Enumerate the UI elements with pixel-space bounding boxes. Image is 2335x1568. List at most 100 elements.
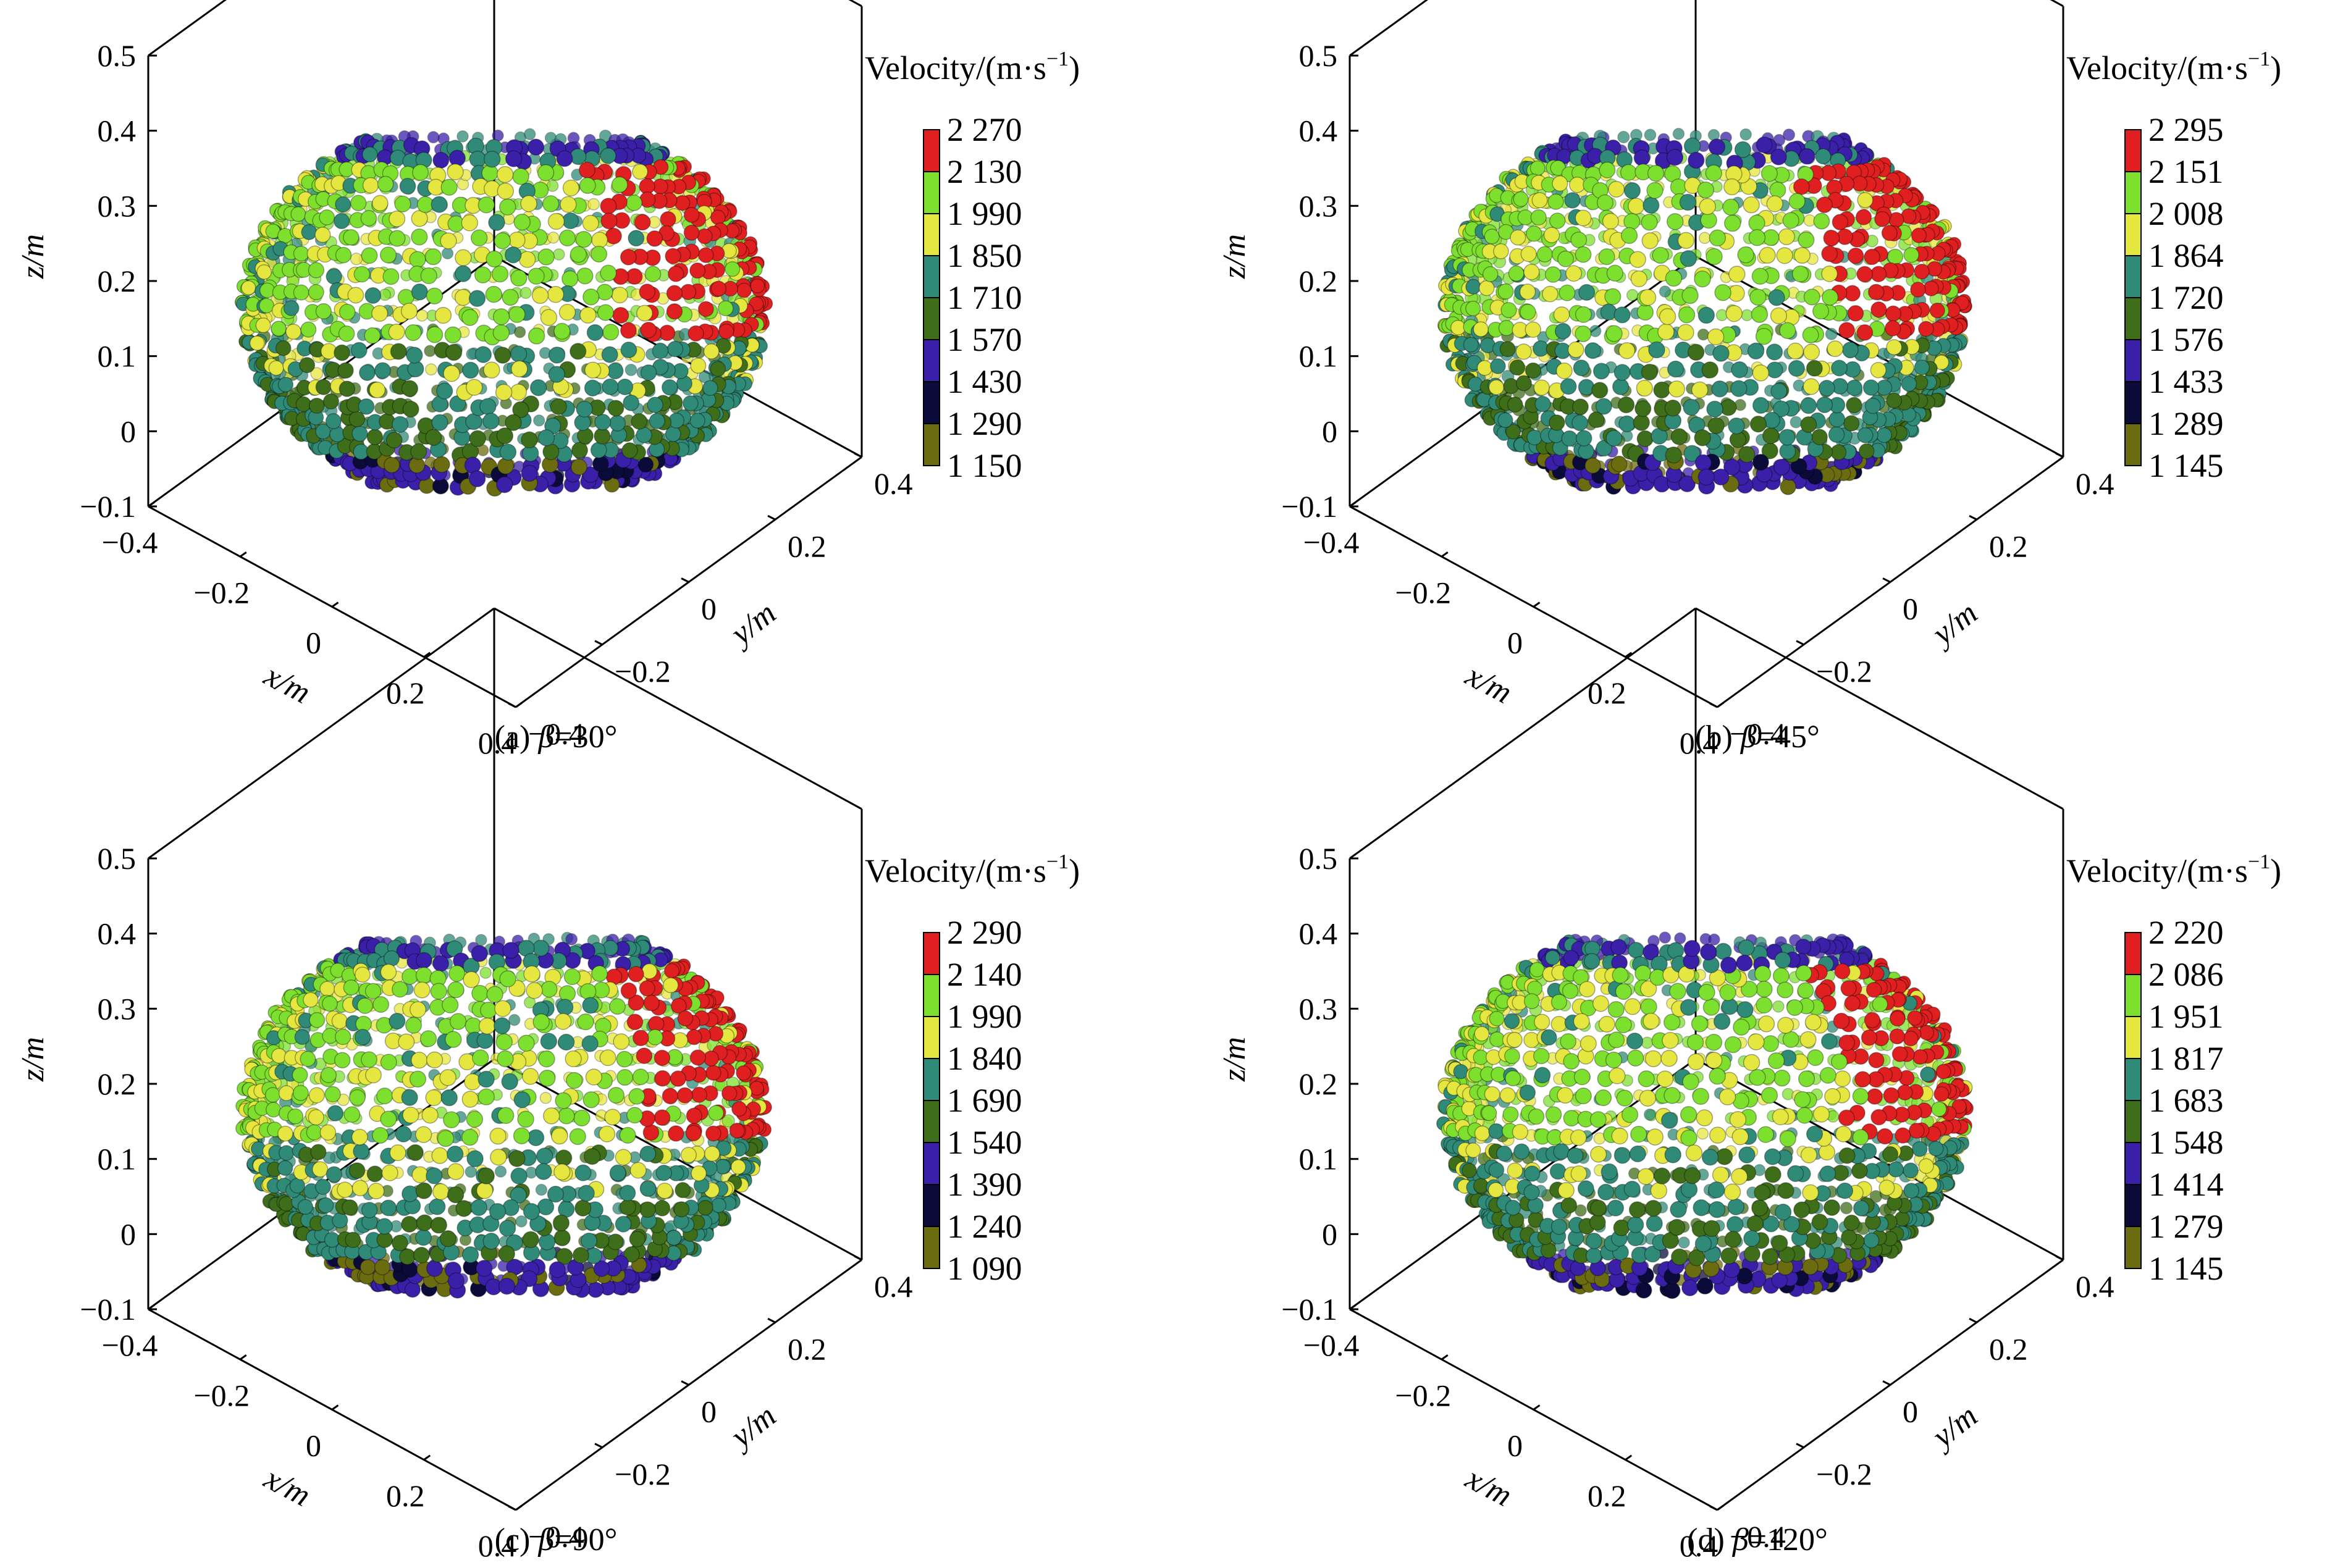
scatter-point: [469, 150, 487, 168]
y-tick-mark: [508, 702, 516, 708]
scatter-point: [592, 455, 609, 472]
scatter-point: [335, 246, 352, 264]
y-tick-mark: [594, 1443, 603, 1449]
z-tick-label: 0.3: [1299, 991, 1338, 1026]
scatter-point: [343, 229, 360, 246]
y-tick-label: 0.4: [874, 1269, 913, 1304]
scatter-point: [521, 1068, 539, 1085]
scatter-point: [750, 278, 765, 294]
x-tick-mark: [423, 1454, 431, 1461]
scatter-point: [654, 1049, 671, 1067]
scatter-point: [318, 1197, 334, 1214]
scatter-point: [461, 214, 479, 232]
x-tick-mark: [239, 551, 247, 558]
scatter-point: [527, 138, 545, 156]
y-tick-mark: [681, 577, 689, 583]
z-axis-label: z/m: [15, 234, 51, 279]
scatter-point: [431, 196, 448, 213]
scatter-point: [656, 1182, 673, 1199]
scatter-point: [1670, 178, 1688, 196]
x-axis-label: x/m: [1460, 658, 1518, 711]
x-tick-mark: [331, 1404, 339, 1411]
scatter-point: [1876, 427, 1892, 443]
scatter-point: [447, 163, 464, 181]
scatter-point: [1730, 380, 1748, 397]
scatter-point: [583, 1147, 601, 1165]
scatter-point: [591, 965, 608, 983]
scatter-point: [486, 986, 503, 1004]
axis-edge-7: [1349, 607, 1696, 860]
scatter-point: [710, 280, 727, 297]
scatter-point: [241, 280, 256, 296]
scatter-point: [1821, 265, 1838, 282]
scatter-point: [461, 361, 479, 379]
scatter-point: [1509, 359, 1526, 376]
scatter-point: [411, 1052, 428, 1069]
scatter-point: [683, 224, 700, 241]
scatter-point: [1683, 398, 1700, 416]
scatter-point: [1762, 427, 1780, 445]
x-axis-label: x/m: [258, 658, 316, 711]
scatter-point: [497, 457, 515, 475]
scatter-point: [339, 303, 356, 321]
scatter-point: [1698, 306, 1715, 324]
x-tick-label: −0.4: [1303, 1328, 1360, 1362]
scatter-point: [498, 1278, 516, 1295]
scatter-point: [1800, 397, 1817, 414]
scatter-point: [1862, 379, 1880, 396]
scatter-point: [584, 379, 602, 396]
scatter-point: [658, 324, 676, 342]
scatter-point: [479, 398, 497, 415]
y-tick-mark: [1969, 1317, 1977, 1323]
scatter-point: [1918, 321, 1934, 337]
scatter-point: [1778, 228, 1795, 245]
scatter-point: [702, 380, 718, 396]
scatter-point: [1779, 322, 1796, 339]
scatter-point: [447, 1272, 465, 1289]
scatter-point: [1636, 430, 1654, 448]
scatter-point: [371, 304, 389, 322]
scatter-point: [369, 381, 386, 398]
scatter-point: [300, 321, 317, 338]
scatter-point: [1707, 328, 1725, 346]
scatter-point: [1668, 380, 1685, 398]
panel-caption: (c) β=90°: [495, 1522, 618, 1558]
scatter-point: [646, 230, 663, 247]
scatter-point: [321, 996, 338, 1012]
scatter-point: [639, 1180, 657, 1197]
colorbar-segment: [923, 1058, 940, 1101]
y-tick-mark: [1709, 702, 1718, 708]
scatter-point: [609, 414, 626, 432]
scatter-point: [547, 286, 565, 303]
scatter-point: [502, 288, 519, 306]
scatter-point: [532, 414, 545, 427]
scatter-point: [413, 1246, 430, 1264]
scatter-point: [364, 327, 381, 344]
scatter-point: [572, 1247, 589, 1264]
scatter-point: [538, 1233, 556, 1251]
scatter-point: [662, 977, 679, 994]
scatter-point: [1911, 227, 1927, 243]
scatter-point: [478, 1017, 496, 1035]
scatter-point: [542, 1107, 560, 1125]
scatter-point: [1575, 246, 1592, 263]
scatter-point: [315, 379, 332, 395]
scatter-point: [461, 1128, 479, 1146]
colorbar-segment: [923, 381, 940, 424]
axis-edge-8: [1695, 607, 2064, 810]
scatter-point: [334, 344, 350, 361]
scatter-point: [1612, 378, 1630, 395]
scatter-point: [556, 150, 573, 167]
scatter-point: [1584, 457, 1601, 474]
scatter-point: [320, 1067, 337, 1083]
scatter-point: [1542, 285, 1559, 303]
scatter-point: [1641, 363, 1658, 381]
colorbar-title: Velocity/(m·s−1): [865, 48, 1080, 86]
scatter-point: [558, 303, 576, 321]
colorbar-tick-label: 2 140: [947, 956, 1022, 993]
colorbar-segment: [923, 1226, 940, 1269]
scatter-point: [667, 340, 684, 358]
scatter-point: [1608, 180, 1625, 198]
scatter-point: [597, 304, 614, 321]
scatter-point: [454, 288, 472, 306]
